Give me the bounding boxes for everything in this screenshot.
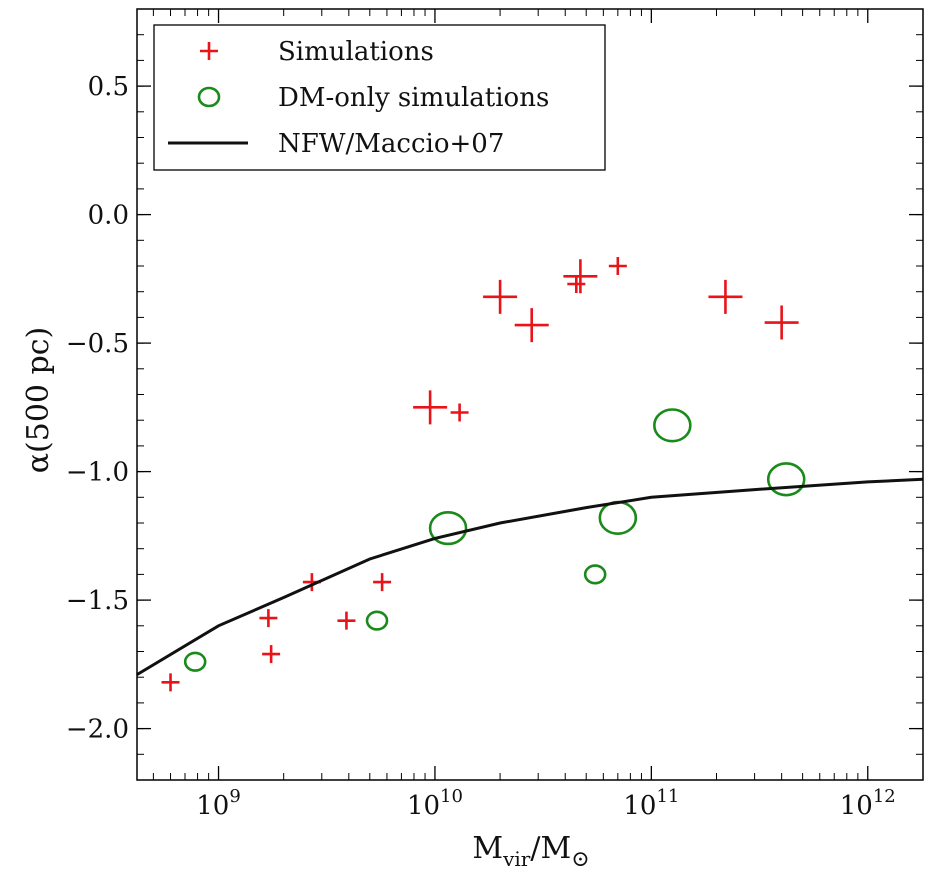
x-tick-label: 1011 [623,786,679,821]
simulation-point [567,274,586,293]
simulation-point [563,259,598,294]
x-tick-label: 1010 [407,786,463,821]
y-tick-label: 0.0 [88,201,129,231]
dm-only-point [365,610,389,631]
dm-only-point [653,408,692,443]
dm-only-point [183,651,207,672]
legend-box [153,24,606,171]
axis-ticks: 0.5 0.0 −0.5 −1.0 −1.5 −2.0 109 1010 1011 1012 [66,8,923,821]
simulation-point [161,673,180,692]
plot-marks [136,257,924,692]
simulation-point [708,279,743,314]
simulation-point [413,390,448,425]
legend-label: NFW/Maccio+07 [278,129,504,159]
x-axis-title: Mvir/M⊙ [472,831,589,872]
x-tick-label: 1012 [840,786,896,821]
model-curve [136,477,924,676]
y-tick-label: −1.0 [66,458,129,488]
simulation-point [262,645,281,664]
legend-plus-marker [200,42,218,60]
y-tick-label: −2.0 [66,715,129,745]
simulation-point [514,308,549,343]
simulation-point [450,403,469,422]
y-tick-label: 0.5 [88,72,129,102]
legend-label: Simulations [278,37,434,67]
dm-only-point [428,510,468,546]
x-tick-label: 109 [196,786,241,821]
simulation-point [259,609,278,628]
dm-only-point [598,500,638,535]
dm-only-point [766,462,806,497]
simulation-point [608,257,627,275]
simulation-point [337,611,356,630]
simulation-point [764,305,799,340]
legend-circle-marker [197,86,221,108]
legend-label: DM-only simulations [278,83,549,113]
legend: Simulations DM-only simulations NFW/Maccio… [153,24,606,171]
simulation-point [373,573,392,592]
y-tick-label: −0.5 [66,329,129,359]
simulation-point [483,279,518,314]
y-tick-label: −1.5 [66,586,129,616]
y-axis-title: α(500 pc) [21,327,56,473]
dm-only-point [583,564,607,585]
